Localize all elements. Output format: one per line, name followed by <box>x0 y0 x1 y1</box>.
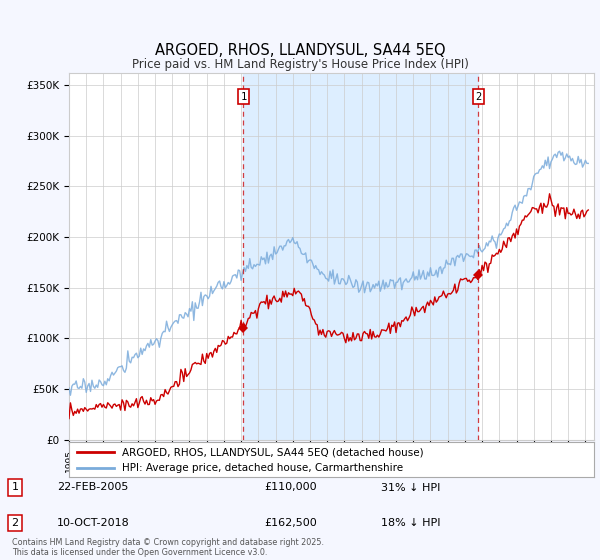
Text: 22-FEB-2005: 22-FEB-2005 <box>57 483 128 492</box>
Bar <box>244 73 478 440</box>
Text: Price paid vs. HM Land Registry's House Price Index (HPI): Price paid vs. HM Land Registry's House … <box>131 58 469 71</box>
Text: 1: 1 <box>240 92 247 102</box>
Text: 2: 2 <box>11 518 19 528</box>
Text: £110,000: £110,000 <box>264 483 317 492</box>
Text: ARGOED, RHOS, LLANDYSUL, SA44 5EQ: ARGOED, RHOS, LLANDYSUL, SA44 5EQ <box>155 43 445 58</box>
Text: HPI: Average price, detached house, Carmarthenshire: HPI: Average price, detached house, Carm… <box>121 464 403 473</box>
Text: £162,500: £162,500 <box>264 518 317 528</box>
Text: 18% ↓ HPI: 18% ↓ HPI <box>381 518 440 528</box>
Text: 2: 2 <box>475 92 481 102</box>
Text: Contains HM Land Registry data © Crown copyright and database right 2025.
This d: Contains HM Land Registry data © Crown c… <box>12 538 324 557</box>
Text: 1: 1 <box>11 483 19 492</box>
Text: 10-OCT-2018: 10-OCT-2018 <box>57 518 130 528</box>
Text: ARGOED, RHOS, LLANDYSUL, SA44 5EQ (detached house): ARGOED, RHOS, LLANDYSUL, SA44 5EQ (detac… <box>121 447 423 457</box>
Text: 31% ↓ HPI: 31% ↓ HPI <box>381 483 440 492</box>
